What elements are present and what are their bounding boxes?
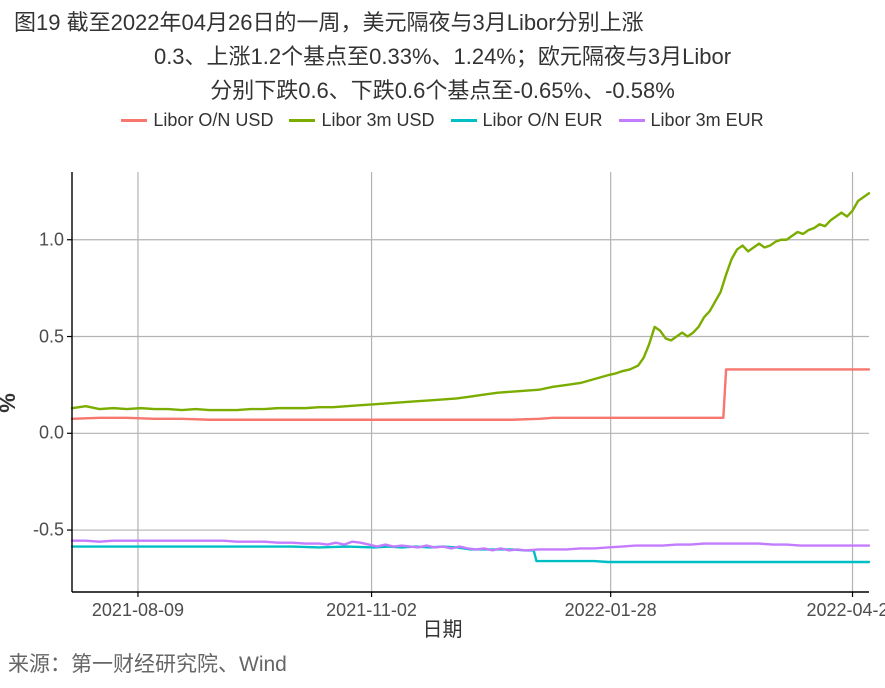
chart-wrap: % -0.50.00.51.02021-08-092021-11-022022-… (0, 162, 885, 644)
x-axis-label: 日期 (423, 613, 463, 642)
legend-label-0: Libor O/N USD (153, 110, 273, 131)
source-text: 来源：第一财经研究院、Wind (8, 648, 287, 678)
title-line3: 分别下跌0.6、下跌0.6个基点至-0.65%、-0.58% (14, 74, 871, 108)
plot-area: -0.50.00.51.02021-08-092021-11-022022-01… (72, 172, 869, 592)
legend-swatch-2 (451, 119, 477, 122)
xtick-2: 2022-01-28 (565, 600, 657, 621)
legend: Libor O/N USD Libor 3m USD Libor O/N EUR… (0, 110, 885, 137)
chart-title: 图19 截至2022年04月26日的一周，美元隔夜与3月Libor分别上涨 0.… (0, 0, 885, 110)
legend-item-1: Libor 3m USD (289, 110, 434, 131)
title-line1: 图19 截至2022年04月26日的一周，美元隔夜与3月Libor分别上涨 (14, 10, 644, 35)
title-line2: 0.3、上涨1.2个基点至0.33%、1.24%；欧元隔夜与3月Libor (14, 40, 871, 74)
y-axis-label: % (0, 393, 21, 413)
xtick-3: 2022-04-26 (806, 600, 885, 621)
ytick-0: -0.5 (33, 520, 64, 541)
legend-item-2: Libor O/N EUR (451, 110, 603, 131)
xtick-0: 2021-08-09 (92, 600, 184, 621)
legend-label-1: Libor 3m USD (321, 110, 434, 131)
legend-swatch-1 (289, 119, 315, 122)
legend-label-3: Libor 3m EUR (651, 110, 764, 131)
legend-swatch-3 (619, 119, 645, 122)
ytick-3: 1.0 (39, 229, 64, 250)
legend-swatch-0 (121, 119, 147, 122)
legend-item-3: Libor 3m EUR (619, 110, 764, 131)
legend-item-0: Libor O/N USD (121, 110, 273, 131)
legend-label-2: Libor O/N EUR (483, 110, 603, 131)
xtick-1: 2021-11-02 (326, 600, 417, 621)
ytick-2: 0.5 (39, 326, 64, 347)
ytick-1: 0.0 (39, 423, 64, 444)
